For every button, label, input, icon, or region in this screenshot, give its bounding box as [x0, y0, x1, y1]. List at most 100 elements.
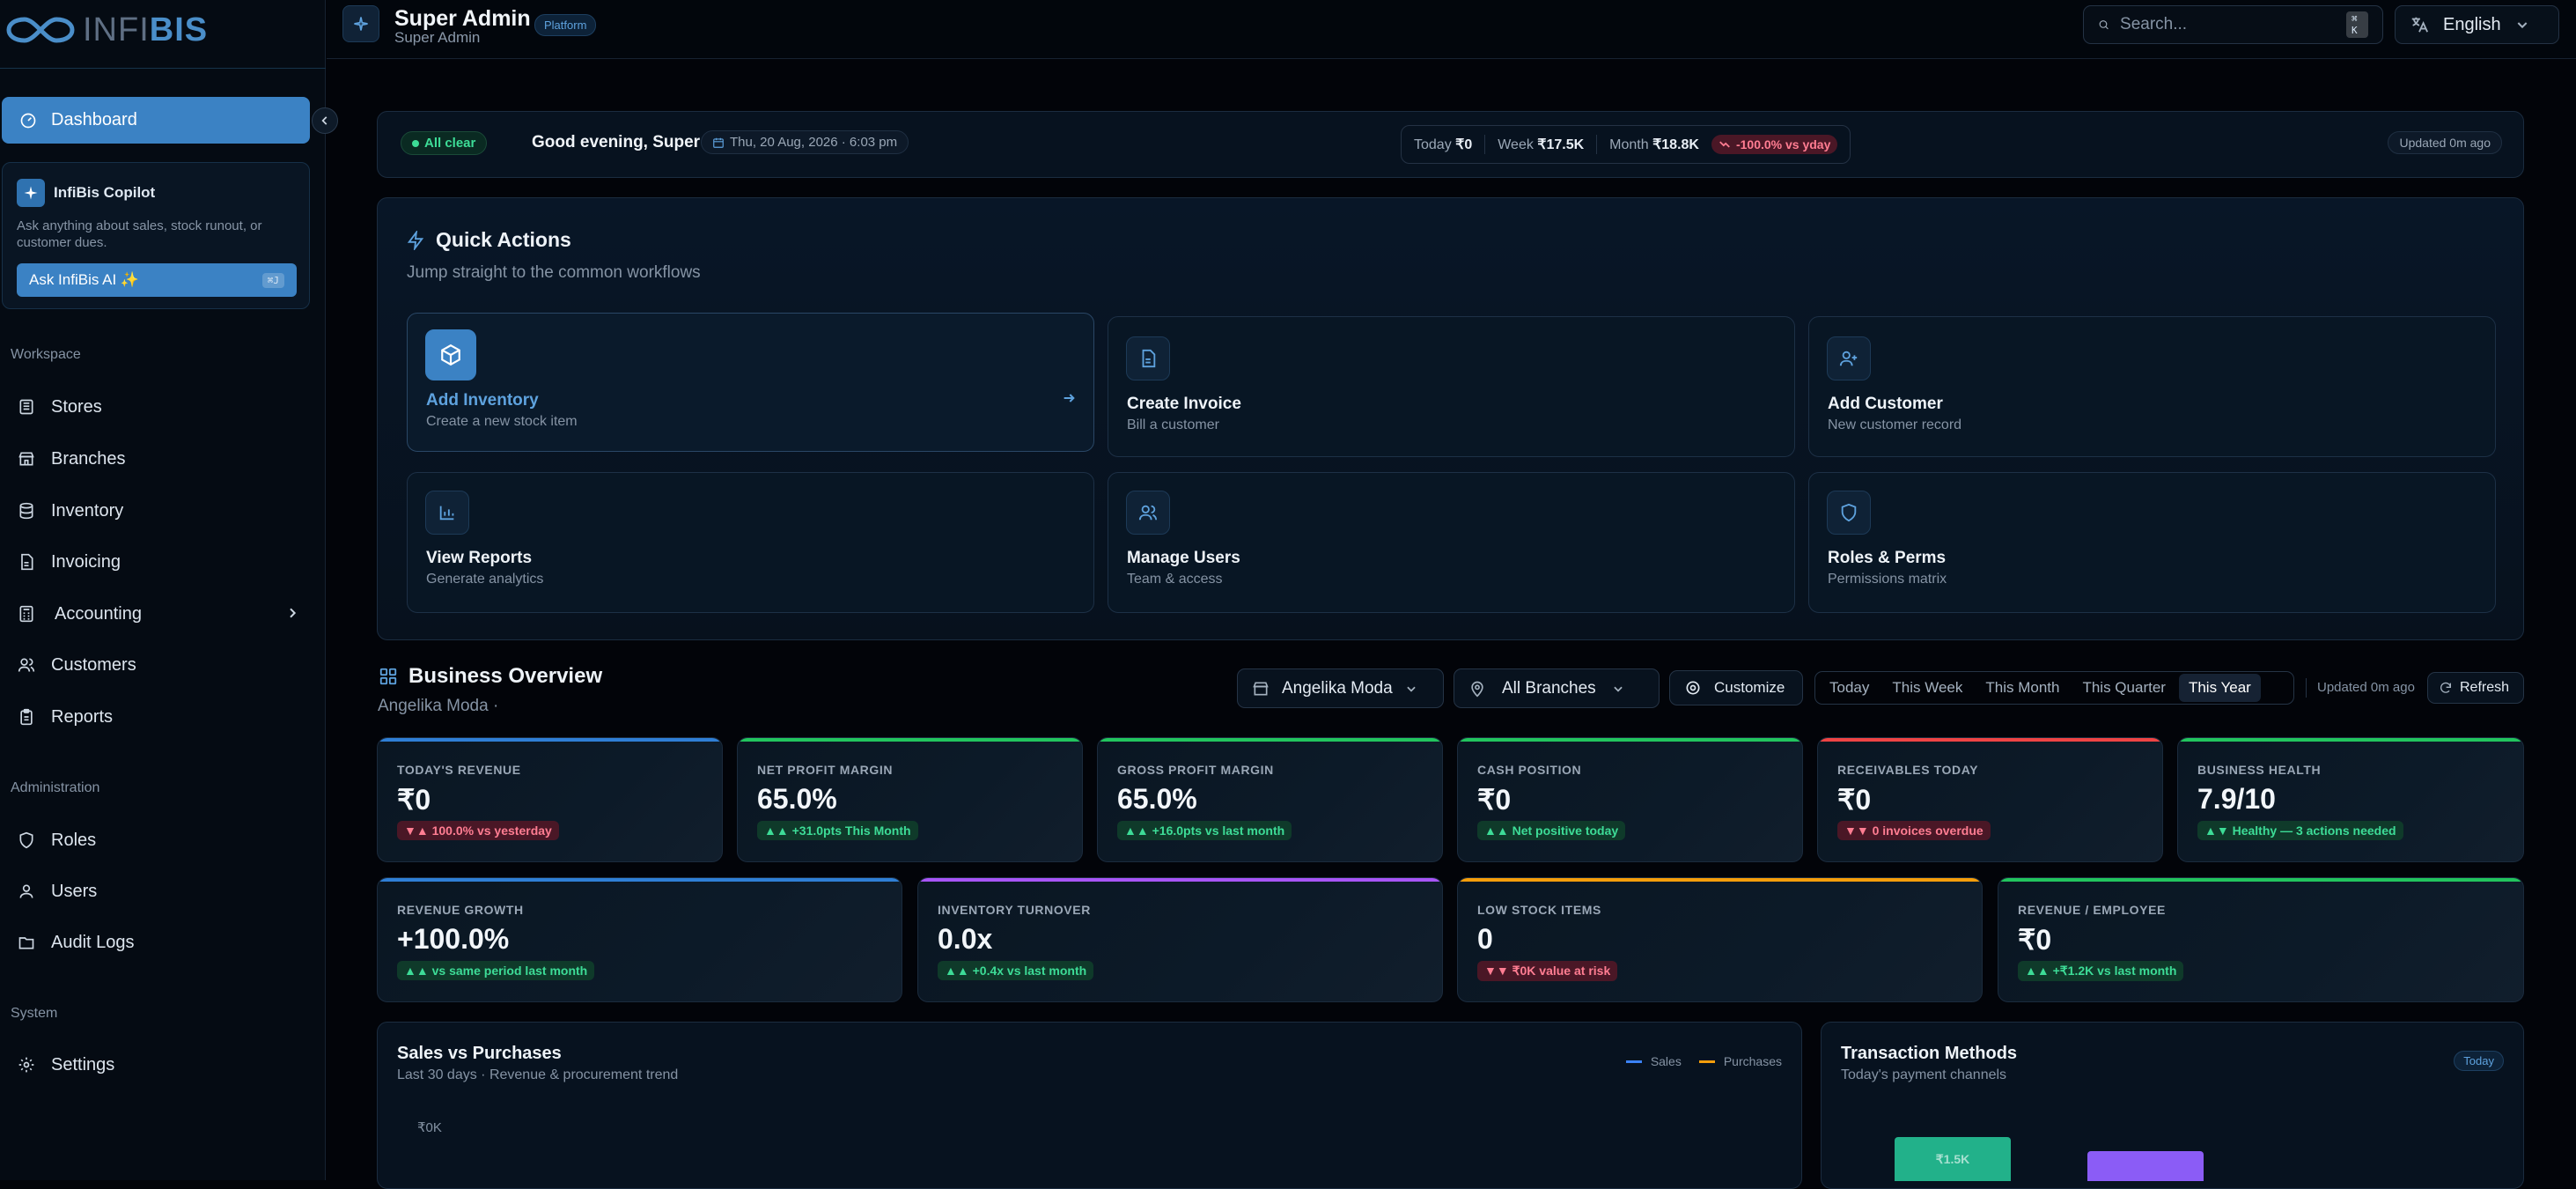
kpi-label: REVENUE GROWTH: [397, 903, 524, 917]
gear-icon: [1686, 681, 1700, 695]
sidebar: INFIBIS Dashboard InfiBis Copilot Ask an…: [0, 0, 338, 1180]
overview-title: Business Overview: [408, 664, 603, 688]
sidebar-divider: [0, 68, 326, 69]
page-subtitle: Super Admin: [394, 29, 481, 46]
sidebar-item-label: Invoicing: [51, 551, 121, 572]
kpi-value: ₹0: [397, 784, 431, 816]
customize-button[interactable]: Customize: [1669, 670, 1803, 705]
database-icon: [19, 502, 33, 520]
refresh-icon: [2440, 682, 2451, 693]
folder-icon: [18, 937, 34, 949]
sidebar-item-label: Branches: [51, 448, 126, 469]
qa-title: Create Invoice: [1127, 395, 1241, 413]
brand-logo[interactable]: INFIBIS: [5, 11, 208, 49]
kpi-card[interactable]: REVENUE / EMPLOYEE ₹0 ▲▲ +₹1.2K vs last …: [1998, 877, 2524, 1002]
sidebar-item-label: Accounting: [55, 603, 142, 624]
clipboard-icon: [20, 708, 33, 726]
chart-title: Transaction Methods: [1841, 1044, 2018, 1063]
chart-bar[interactable]: [1895, 1137, 2011, 1181]
chevron-down-icon: [1613, 686, 1623, 692]
tab-this-week[interactable]: This Week: [1892, 679, 1963, 696]
calendar-icon: [713, 137, 724, 148]
shield-icon: [19, 831, 33, 849]
period-tabs: Today This Week This Month This Quarter …: [1814, 671, 2294, 705]
sidebar-item-users[interactable]: Users: [2, 869, 310, 913]
kpi-accent: [378, 878, 902, 882]
tab-this-quarter[interactable]: This Quarter: [2082, 679, 2166, 696]
kpi-label: CASH POSITION: [1477, 763, 1582, 777]
store-select[interactable]: Angelika Moda: [1237, 668, 1444, 708]
user-plus-icon: [1827, 336, 1871, 380]
kpi-card[interactable]: REVENUE GROWTH +100.0% ▲▲ vs same period…: [377, 877, 902, 1002]
kpi-accent: [2178, 738, 2523, 742]
kpi-card[interactable]: CASH POSITION ₹0 ▲▲ Net positive today: [1457, 737, 1803, 862]
calculator-icon: [19, 605, 33, 623]
month-summary: Month ₹18.8K: [1609, 137, 1699, 152]
kpi-card[interactable]: NET PROFIT MARGIN 65.0% ▲▲ +31.0pts This…: [737, 737, 1083, 862]
chart-bar[interactable]: [2087, 1151, 2204, 1181]
search-box[interactable]: ⌘ K: [2083, 5, 2383, 44]
sidebar-item-label: Settings: [51, 1054, 115, 1075]
section-workspace: Workspace: [11, 347, 81, 362]
kpi-accent: [1458, 878, 1982, 882]
kpi-accent: [1998, 878, 2523, 882]
kpi-accent: [738, 738, 1082, 742]
invoice-icon: [1126, 336, 1170, 380]
sidebar-item-audit-logs[interactable]: Audit Logs: [2, 920, 310, 964]
kpi-label: NET PROFIT MARGIN: [757, 763, 894, 777]
kpi-card[interactable]: BUSINESS HEALTH 7.9/10 ▲▼ Healthy — 3 ac…: [2177, 737, 2524, 862]
infinity-icon: [6, 17, 75, 43]
sidebar-item-branches[interactable]: Branches: [2, 437, 310, 481]
transaction-bars: ₹1.5K: [1895, 1137, 2204, 1181]
sidebar-item-invoicing[interactable]: Invoicing: [2, 540, 310, 584]
branch-select[interactable]: All Branches: [1454, 668, 1660, 708]
search-input[interactable]: [2120, 15, 2337, 34]
kpi-card[interactable]: INVENTORY TURNOVER 0.0x ▲▲ +0.4x vs last…: [917, 877, 1443, 1002]
sidebar-item-reports[interactable]: Reports: [2, 695, 310, 739]
quick-action-view-reports[interactable]: View Reports Generate analytics: [407, 472, 1094, 613]
platform-icon: [342, 5, 379, 42]
sidebar-item-customers[interactable]: Customers: [2, 643, 310, 687]
status-dot-icon: [412, 139, 419, 147]
delta-badge: -100.0% vs yday: [1711, 135, 1838, 154]
sidebar-item-accounting[interactable]: Accounting: [2, 592, 310, 636]
tab-this-month[interactable]: This Month: [1985, 679, 2060, 696]
collapse-sidebar-button[interactable]: [312, 107, 338, 134]
quick-action-create-invoice[interactable]: Create Invoice Bill a customer: [1108, 316, 1795, 457]
kpi-label: TODAY'S REVENUE: [397, 763, 521, 777]
kpi-card[interactable]: RECEIVABLES TODAY ₹0 ▼▼ 0 invoices overd…: [1817, 737, 2163, 862]
chevron-left-icon: [321, 116, 328, 125]
kpi-card[interactable]: TODAY'S REVENUE ₹0 ▼▲ 100.0% vs yesterda…: [377, 737, 723, 862]
copilot-header: InfiBis Copilot: [17, 179, 155, 207]
quick-action-add-customer[interactable]: Add Customer New customer record: [1808, 316, 2496, 457]
kpi-value: +100.0%: [397, 923, 510, 955]
sidebar-item-stores[interactable]: Stores: [2, 385, 310, 429]
kpi-card[interactable]: GROSS PROFIT MARGIN 65.0% ▲▲ +16.0pts vs…: [1097, 737, 1443, 862]
kpi-badge: ▲▲ Net positive today: [1477, 821, 1626, 840]
delta-label: -100.0% vs yday: [1735, 137, 1831, 151]
sidebar-item-settings[interactable]: Settings: [2, 1043, 310, 1087]
sidebar-item-dashboard[interactable]: Dashboard: [2, 97, 310, 144]
top-bar: Super Admin Super Admin Platform ⌘ K Eng…: [327, 0, 2576, 59]
kpi-value: ₹0: [2018, 924, 2052, 956]
refresh-button[interactable]: Refresh: [2427, 672, 2524, 704]
chart-subtitle: Last 30 days · Revenue & procurement tre…: [397, 1067, 679, 1082]
legend-purchases: Purchases: [1723, 1054, 1782, 1068]
ask-ai-button[interactable]: Ask InfiBis AI ✨ ⌘J: [17, 263, 297, 297]
quick-action-manage-users[interactable]: Manage Users Team & access: [1108, 472, 1795, 613]
tab-this-year[interactable]: This Year: [2178, 674, 2261, 702]
sparkle-icon: [17, 179, 45, 207]
kpi-accent: [1458, 738, 1802, 742]
quick-action-add-inventory[interactable]: Add Inventory Create a new stock item: [407, 313, 1094, 452]
quick-action-roles-perms[interactable]: Roles & Perms Permissions matrix: [1808, 472, 2496, 613]
sidebar-item-label: Customers: [51, 654, 136, 675]
branch-select-label: All Branches: [1502, 678, 1596, 698]
qa-subtitle: Bill a customer: [1127, 417, 1219, 432]
kpi-card[interactable]: LOW STOCK ITEMS 0 ▼▼ ₹0K value at risk: [1457, 877, 1983, 1002]
tab-today[interactable]: Today: [1829, 679, 1870, 696]
sidebar-item-roles[interactable]: Roles: [2, 818, 310, 862]
kpi-label: RECEIVABLES TODAY: [1837, 763, 1979, 777]
package-icon: [425, 329, 476, 380]
sidebar-item-inventory[interactable]: Inventory: [2, 489, 310, 533]
language-select[interactable]: English: [2395, 5, 2559, 44]
